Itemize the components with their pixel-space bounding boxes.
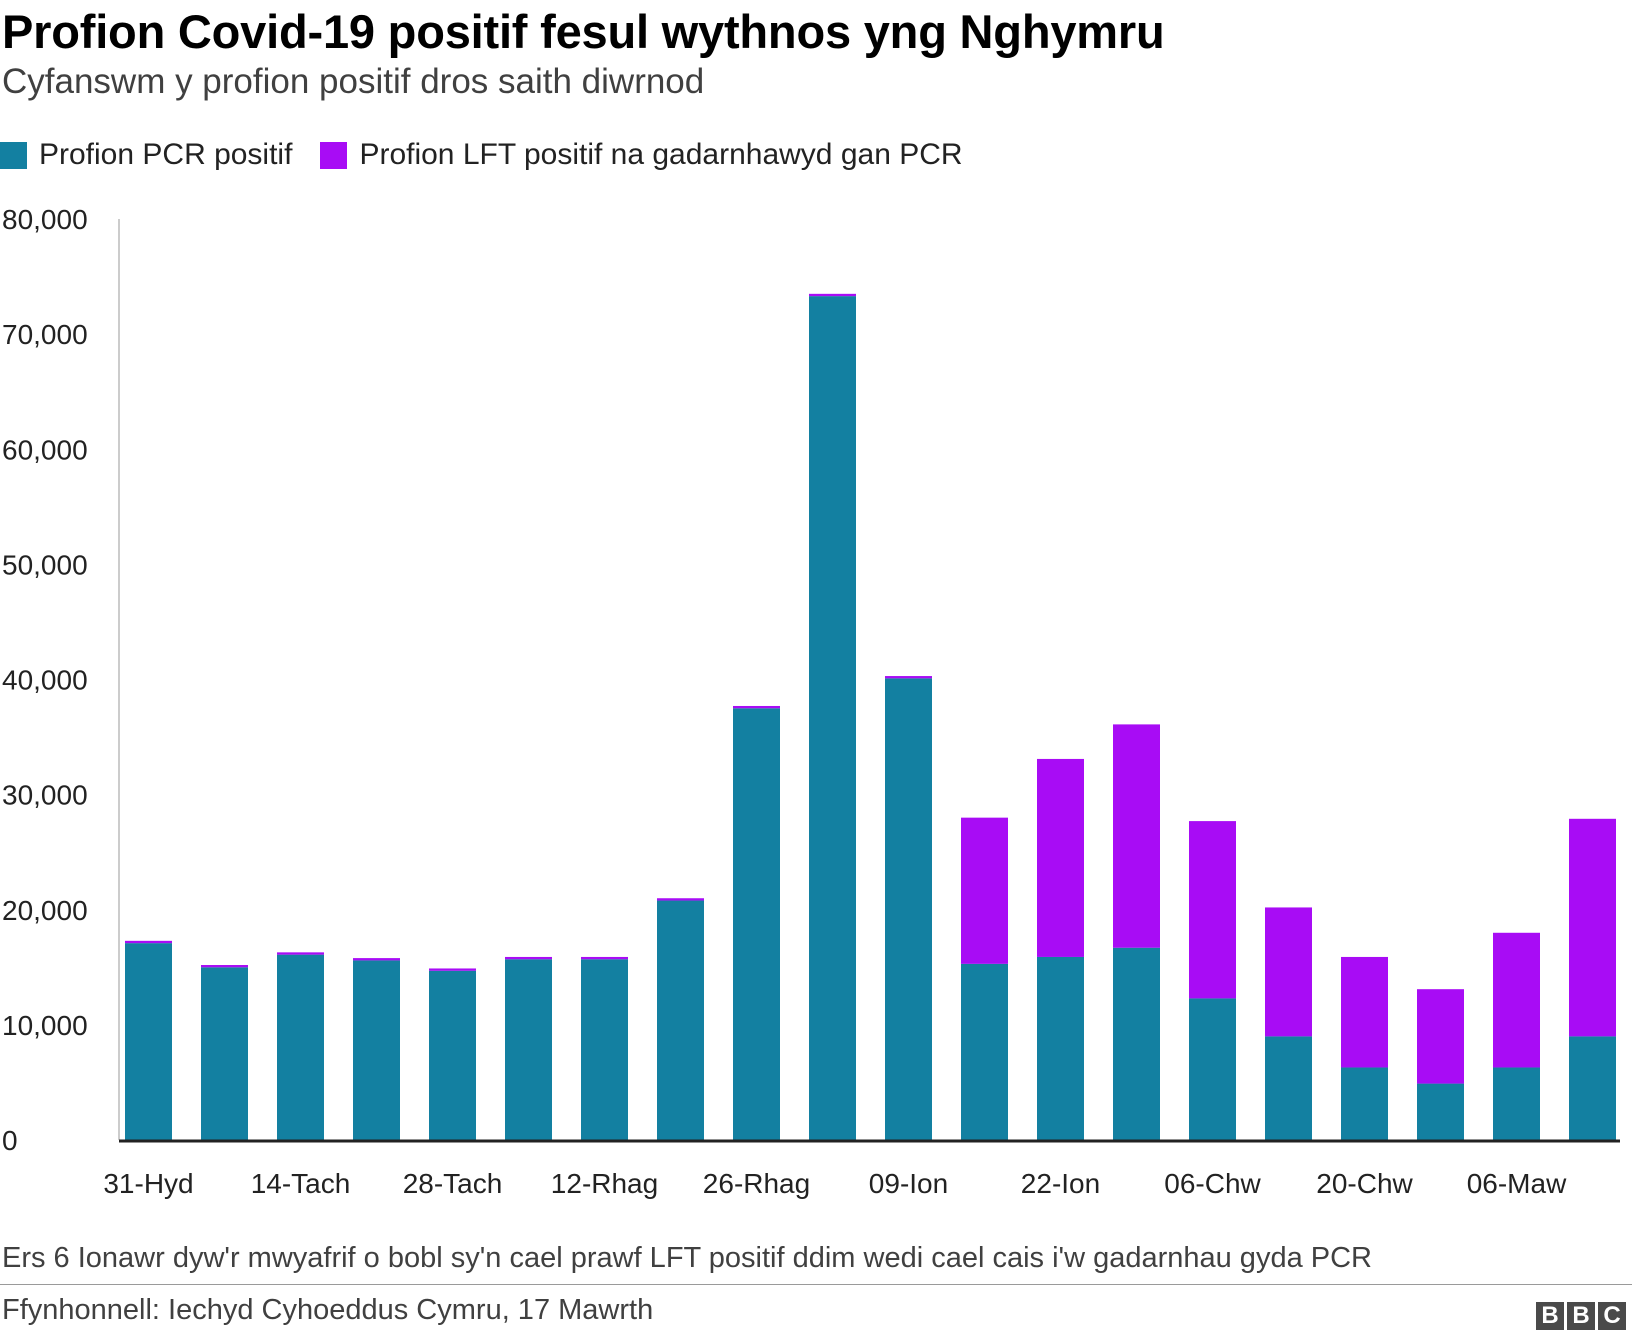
- bar-lft: [1569, 818, 1616, 1037]
- bar-pcr: [1417, 1083, 1464, 1140]
- chart-subtitle: Cyfanswm y profion positif dros saith di…: [2, 62, 705, 101]
- bar-pcr: [1037, 956, 1084, 1140]
- y-tick-label: 40,000: [2, 665, 88, 696]
- bar-pcr: [657, 900, 704, 1140]
- x-tick-label: 09-Ion: [869, 1168, 948, 1199]
- chart-note: Ers 6 Ionawr dyw'r mwyafrif o bobl sy'n …: [2, 1242, 1372, 1274]
- legend-swatch-pcr: [0, 141, 27, 169]
- x-tick-label: 06-Maw: [1467, 1168, 1567, 1199]
- bar-lft: [1037, 758, 1084, 957]
- bar-lft: [505, 956, 552, 960]
- bar-lft: [733, 705, 780, 709]
- bar-lft: [581, 956, 628, 960]
- bar-lft: [1493, 932, 1540, 1068]
- bar-pcr: [1341, 1067, 1388, 1140]
- x-tick-label: 28-Tach: [403, 1168, 503, 1199]
- bar-pcr: [885, 678, 932, 1140]
- bar-pcr: [125, 943, 172, 1140]
- y-tick-label: 50,000: [2, 549, 88, 580]
- y-tick-label: 30,000: [2, 780, 88, 811]
- bar-lft: [429, 968, 476, 971]
- bar-lft: [1341, 956, 1388, 1068]
- bar-pcr: [1569, 1036, 1616, 1140]
- logo-letter: C: [1598, 1302, 1626, 1330]
- legend-item-lft: Profion LFT positif na gadarnhawyd gan P…: [320, 138, 963, 172]
- y-tick-label: 20,000: [2, 895, 88, 926]
- y-tick-label: 80,000: [2, 204, 88, 235]
- bar-chart: 0 10,000 20,000 30,000 40,000 50,000 60,000 70,…: [2, 204, 1620, 1199]
- bar-lft: [201, 965, 248, 968]
- y-tick-label: 70,000: [2, 319, 88, 350]
- bar-pcr: [201, 967, 248, 1140]
- legend-label-lft: Profion LFT positif na gadarnhawyd gan P…: [359, 138, 963, 171]
- chart-legend: Profion PCR positif Profion LFT positif …: [0, 138, 991, 172]
- bar-pcr: [1113, 947, 1160, 1140]
- bar-lft: [1265, 907, 1312, 1037]
- bar-pcr: [505, 959, 552, 1140]
- bar-lft: [125, 940, 172, 944]
- bar-pcr: [1189, 998, 1236, 1140]
- bar-lft: [657, 898, 704, 901]
- logo-letter: B: [1567, 1302, 1595, 1330]
- bar-lft: [277, 952, 324, 955]
- x-tick-label: 06-Chw: [1164, 1168, 1261, 1199]
- chart-source: Ffynhonnell: Iechyd Cyhoeddus Cymru, 17 …: [2, 1294, 654, 1326]
- y-tick-label: 10,000: [2, 1010, 88, 1041]
- bar-pcr: [961, 963, 1008, 1140]
- x-tick-label: 20-Chw: [1316, 1168, 1413, 1199]
- y-tick-label: 60,000: [2, 434, 88, 465]
- x-tick-label: 14-Tach: [251, 1168, 351, 1199]
- x-tick-label: 22-Ion: [1021, 1168, 1100, 1199]
- bar-lft: [1113, 724, 1160, 948]
- bar-lft: [885, 676, 932, 679]
- y-tick-label: 0: [2, 1125, 18, 1156]
- bar-lft: [353, 958, 400, 961]
- bar-pcr: [1265, 1036, 1312, 1140]
- x-tick-label: 12-Rhag: [551, 1168, 658, 1199]
- legend-swatch-lft: [320, 141, 348, 169]
- bar-pcr: [581, 959, 628, 1140]
- bbc-logo: B B C: [1533, 1302, 1626, 1330]
- footer-divider: [0, 1284, 1632, 1285]
- bar-lft: [809, 293, 856, 297]
- logo-letter: B: [1536, 1302, 1564, 1330]
- bar-pcr: [353, 960, 400, 1140]
- bar-pcr: [429, 970, 476, 1140]
- bar-lft: [961, 817, 1008, 964]
- bar-lft: [1189, 821, 1236, 999]
- bar-pcr: [277, 954, 324, 1140]
- bar-lft: [1417, 989, 1464, 1084]
- bar-pcr: [809, 296, 856, 1140]
- chart-title: Profion Covid-19 positif fesul wythnos y…: [2, 5, 1165, 58]
- x-tick-label: 31-Hyd: [103, 1168, 193, 1199]
- bar-pcr: [733, 708, 780, 1140]
- bar-pcr: [1493, 1067, 1540, 1140]
- legend-item-pcr: Profion PCR positif: [0, 138, 292, 172]
- x-tick-label: 26-Rhag: [703, 1168, 810, 1199]
- legend-label-pcr: Profion PCR positif: [39, 138, 293, 171]
